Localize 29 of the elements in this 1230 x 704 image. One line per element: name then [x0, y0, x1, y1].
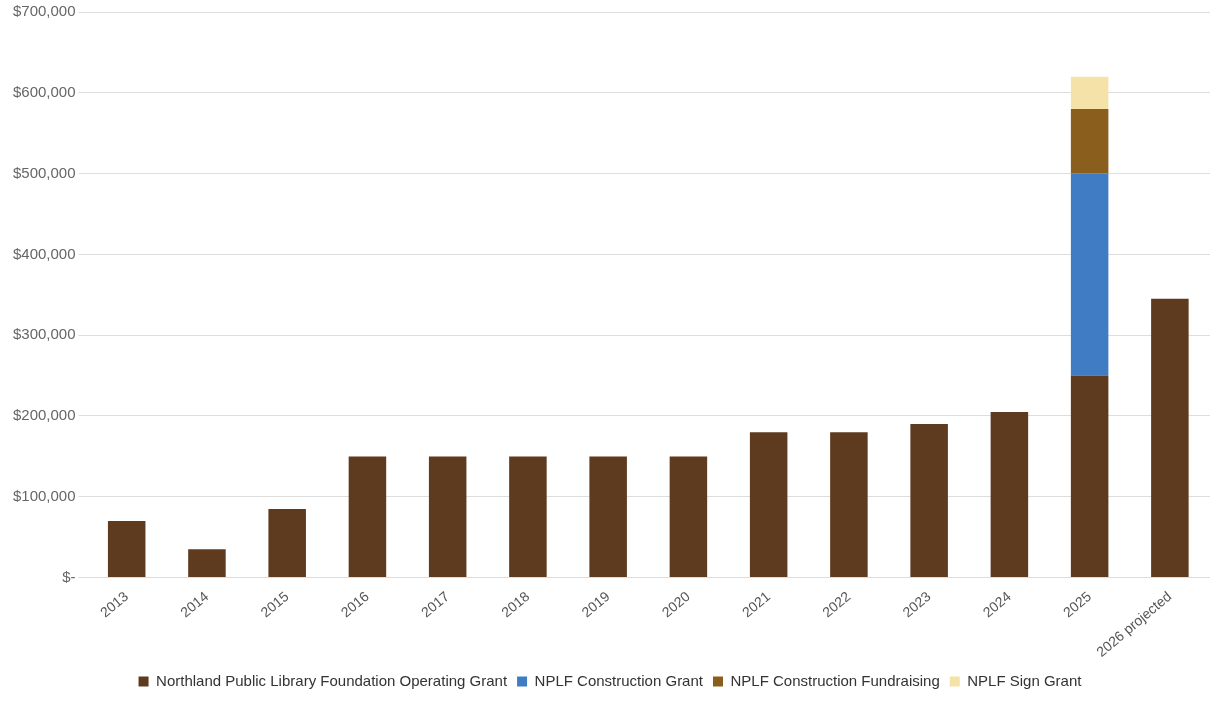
bar [1070, 173, 1109, 376]
y-tick-label: $600,000 [12, 82, 76, 100]
bar [910, 424, 948, 578]
y-tick-label: $100,000 [12, 486, 76, 504]
bar [428, 456, 467, 578]
bar [1151, 298, 1189, 578]
y-tick-label: $300,000 [12, 325, 76, 343]
bar [669, 456, 708, 578]
bar [990, 411, 1029, 578]
y-tick-label: $400,000 [12, 244, 76, 262]
y-tick-label: $- [62, 567, 76, 585]
bar [268, 508, 306, 578]
legend-label: NPLF Construction Fundraising [730, 671, 940, 689]
bar [107, 521, 146, 578]
y-tick-label: $200,000 [12, 406, 76, 424]
bar [1070, 108, 1109, 174]
bar [509, 456, 547, 578]
bar [1070, 76, 1109, 109]
bar [830, 432, 868, 578]
legend-label: Northland Public Library Foundation Operating Grant [156, 671, 508, 689]
legend-label: NPLF Sign Grant [967, 671, 1083, 689]
legend-label: NPLF Construction Grant [534, 671, 704, 689]
bar [348, 456, 387, 578]
bar [1070, 375, 1109, 578]
y-tick-label: $700,000 [12, 2, 76, 20]
y-tick-label: $500,000 [12, 163, 76, 181]
bar [749, 432, 788, 578]
bar [188, 549, 226, 578]
bar [589, 456, 627, 578]
